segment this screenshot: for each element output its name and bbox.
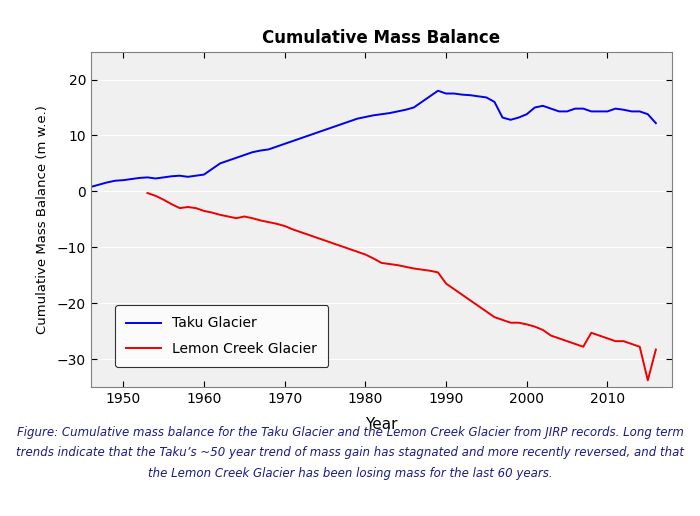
Legend: Taku Glacier, Lemon Creek Glacier: Taku Glacier, Lemon Creek Glacier: [116, 305, 328, 367]
X-axis label: Year: Year: [365, 417, 398, 432]
Y-axis label: Cumulative Mass Balance (m w.e.): Cumulative Mass Balance (m w.e.): [36, 105, 48, 334]
Text: trends indicate that the Taku’s ~50 year trend of mass gain has stagnated and mo: trends indicate that the Taku’s ~50 year…: [16, 446, 684, 459]
Text: the Lemon Creek Glacier has been losing mass for the last 60 years.: the Lemon Creek Glacier has been losing …: [148, 467, 552, 480]
Text: Figure: Cumulative mass balance for the Taku Glacier and the Lemon Creek Glacier: Figure: Cumulative mass balance for the …: [17, 426, 683, 439]
Title: Cumulative Mass Balance: Cumulative Mass Balance: [262, 29, 500, 47]
